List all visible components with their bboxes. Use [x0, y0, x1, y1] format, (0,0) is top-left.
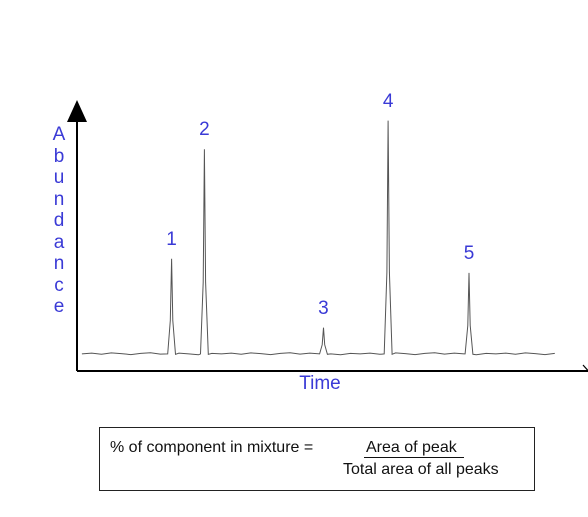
formula-fraction-bar — [364, 457, 464, 458]
y-axis-label-letter: n — [53, 253, 65, 274]
y-axis-label-letter: n — [53, 188, 65, 210]
y-axis-label-letter: u — [53, 167, 65, 188]
y-axis-label-letter: a — [53, 231, 65, 253]
chromatogram-trace — [81, 120, 555, 356]
peak-label-2: 2 — [199, 119, 210, 141]
y-axis-label-letter: e — [53, 296, 65, 317]
y-axis-label-letter: A — [52, 124, 66, 145]
x-axis-label: Time — [299, 373, 341, 394]
peak-label-1: 1 — [166, 228, 177, 250]
peak-label-5: 5 — [463, 242, 475, 264]
peak-label-4: 4 — [382, 90, 394, 112]
y-axis-arrow — [67, 100, 87, 122]
y-axis-label-letter: d — [53, 210, 65, 231]
formula-left-text: % of component in mixture = — [110, 439, 314, 456]
y-axis-label-letter: b — [53, 145, 65, 167]
formula-numerator: Area of peak — [366, 439, 457, 456]
formula-denominator: Total area of all peaks — [343, 461, 499, 478]
chart-svg — [67, 100, 588, 372]
formula-box: % of component in mixture = Area of peak… — [99, 427, 535, 491]
peak-label-3: 3 — [318, 297, 329, 319]
y-axis-label-letter: c — [54, 274, 64, 296]
